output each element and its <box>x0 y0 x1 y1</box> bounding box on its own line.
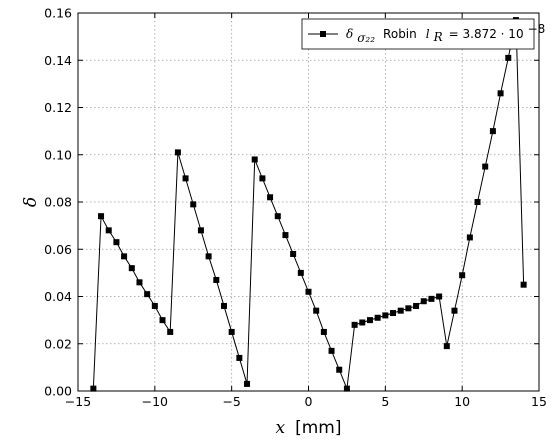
data-point <box>90 385 97 392</box>
data-point <box>489 128 496 135</box>
legend-param: l <box>426 27 430 41</box>
x-axis-unit: [mm] <box>295 418 341 438</box>
x-tick-label: −10 <box>142 394 168 409</box>
data-point <box>236 354 243 361</box>
series-layer <box>90 17 527 392</box>
y-tick-label: 0.06 <box>44 242 72 257</box>
legend-robin: Robin <box>383 27 417 41</box>
data-point <box>413 302 420 309</box>
data-point <box>151 302 158 309</box>
data-point <box>382 312 389 319</box>
y-tick-label: 0.10 <box>44 147 72 162</box>
data-point <box>520 281 527 288</box>
ticks-layer: −15 −10 −5 0 5 10 15 0.00 0.02 0.04 0.06 0.08 0.10 0.… <box>44 6 547 410</box>
data-point <box>174 149 181 156</box>
series-markers <box>90 17 527 392</box>
data-point <box>144 291 151 298</box>
y-tick-label: 0.02 <box>44 336 72 351</box>
data-point <box>136 279 143 286</box>
legend-symbol: δ <box>346 27 353 41</box>
data-point <box>251 156 258 163</box>
data-point <box>98 213 105 220</box>
legend-subscript: σ₂₂ <box>357 31 375 45</box>
data-point <box>182 175 189 182</box>
x-axis-variable: x <box>276 418 286 438</box>
data-point <box>244 380 251 387</box>
data-point <box>259 175 266 182</box>
data-point <box>474 199 481 205</box>
data-point <box>205 253 212 260</box>
y-tick-label: 0.14 <box>44 53 72 68</box>
data-point <box>113 239 120 246</box>
legend-box <box>301 18 535 50</box>
data-point <box>105 227 112 234</box>
data-point <box>436 293 443 300</box>
x-tick-label: −5 <box>222 394 240 409</box>
data-point <box>343 385 350 392</box>
data-point <box>128 265 135 272</box>
x-tick-label: 5 <box>381 394 389 409</box>
data-point <box>220 302 227 309</box>
data-point <box>121 253 128 260</box>
legend-exponent: −8 <box>528 22 546 36</box>
data-point <box>320 328 327 335</box>
data-point <box>213 276 220 283</box>
data-point <box>282 232 289 239</box>
x-axis-label: x [mm] <box>276 418 342 438</box>
y-tick-label: 0.08 <box>44 195 72 210</box>
data-point <box>466 234 473 241</box>
y-tick-label: 0.00 <box>44 384 72 399</box>
data-point <box>336 366 343 373</box>
data-point <box>366 317 373 324</box>
y-tick-label: 0.04 <box>44 289 72 304</box>
data-point <box>428 295 435 302</box>
data-point <box>267 194 274 201</box>
data-point <box>351 321 358 328</box>
y-tick-label: 0.12 <box>44 100 72 115</box>
data-point <box>313 307 320 314</box>
data-point <box>197 227 204 234</box>
x-tick-label: 0 <box>305 394 313 409</box>
data-point <box>482 163 489 170</box>
data-point <box>420 298 427 305</box>
legend-entry: δ σ₂₂ Robin l R = 3.872 · 10 −8 <box>346 22 545 46</box>
x-tick-label: −15 <box>65 394 91 409</box>
data-point <box>374 314 381 321</box>
data-point <box>451 307 458 314</box>
x-tick-label: 15 <box>531 394 547 409</box>
legend-value: = 3.872 · 10 <box>449 27 524 41</box>
data-point <box>297 269 304 276</box>
data-point <box>305 288 312 295</box>
legend-param-sub: R <box>433 30 443 44</box>
data-point <box>328 347 335 354</box>
data-point <box>167 328 174 335</box>
data-point <box>505 54 512 61</box>
x-tick-label: 10 <box>454 394 470 409</box>
data-point <box>190 201 197 208</box>
data-point <box>390 310 397 317</box>
legend-marker <box>320 31 326 37</box>
data-point <box>397 307 404 314</box>
data-point <box>497 90 504 97</box>
data-point <box>228 328 235 335</box>
data-point <box>359 319 366 326</box>
data-point <box>405 305 412 312</box>
data-point <box>159 317 166 324</box>
y-tick-label: 0.16 <box>44 6 72 21</box>
legend: δ σ₂₂ Robin l R = 3.872 · 10 −8 <box>301 18 545 50</box>
data-point <box>459 272 466 279</box>
grid-layer <box>78 13 539 391</box>
y-axis-label: δ <box>21 197 41 207</box>
data-point <box>443 343 450 350</box>
data-point <box>290 250 297 257</box>
data-point <box>274 213 281 220</box>
